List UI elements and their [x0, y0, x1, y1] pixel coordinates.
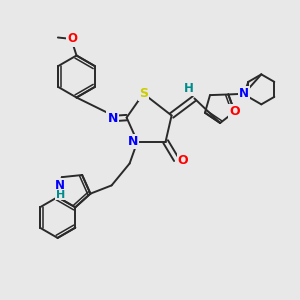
Text: N: N: [108, 112, 118, 125]
Text: H: H: [184, 82, 193, 95]
Text: O: O: [67, 32, 77, 46]
Text: H: H: [56, 190, 65, 200]
Text: N: N: [239, 87, 249, 101]
Text: O: O: [229, 105, 240, 118]
Text: N: N: [128, 135, 138, 148]
Text: O: O: [178, 154, 188, 167]
Text: S: S: [139, 87, 148, 100]
Text: N: N: [55, 179, 65, 192]
